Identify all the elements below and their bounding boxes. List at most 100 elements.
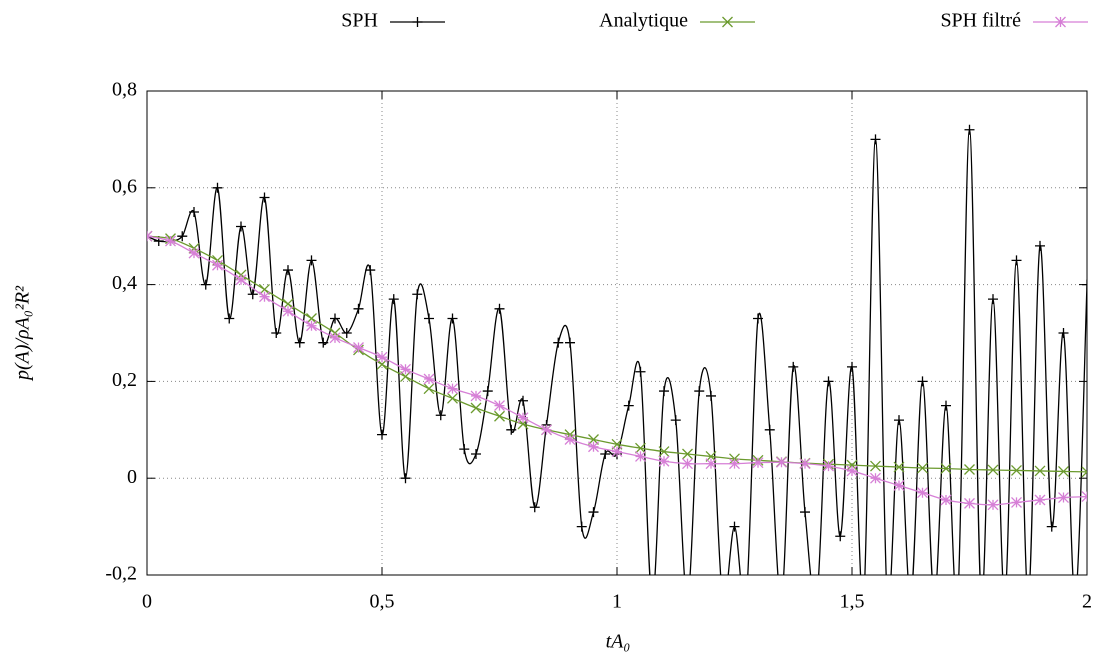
marker xyxy=(917,376,928,387)
marker xyxy=(400,363,411,375)
marker xyxy=(565,337,575,348)
y-tick-label: 0,2 xyxy=(112,369,137,391)
marker xyxy=(188,247,200,259)
marker xyxy=(482,386,493,397)
x-axis-label: tA₀ xyxy=(606,631,631,653)
marker xyxy=(800,507,810,518)
marker xyxy=(388,294,399,305)
marker xyxy=(752,457,764,469)
y-tick-label: 0,6 xyxy=(112,175,137,197)
marker xyxy=(1011,496,1022,508)
marker xyxy=(835,531,846,542)
marker xyxy=(1055,16,1066,28)
marker xyxy=(870,134,881,145)
marker xyxy=(341,328,352,338)
marker xyxy=(635,442,646,454)
marker xyxy=(988,294,998,305)
marker xyxy=(953,594,963,604)
marker xyxy=(447,392,458,404)
marker xyxy=(459,444,470,455)
marker xyxy=(259,192,270,203)
marker xyxy=(846,465,858,477)
marker xyxy=(823,376,834,387)
marker xyxy=(705,458,717,470)
marker xyxy=(1034,465,1046,477)
marker xyxy=(365,265,376,276)
marker xyxy=(283,265,293,276)
marker xyxy=(729,521,740,532)
marker xyxy=(247,289,258,300)
marker xyxy=(987,499,999,511)
marker xyxy=(588,507,599,518)
marker xyxy=(1058,328,1069,338)
x-tick-label: 2 xyxy=(1082,591,1092,613)
marker xyxy=(741,594,751,604)
marker xyxy=(694,386,705,397)
marker xyxy=(1058,492,1069,504)
marker xyxy=(447,313,458,324)
marker xyxy=(1035,240,1045,251)
marker xyxy=(294,337,305,348)
marker xyxy=(224,313,235,324)
marker xyxy=(165,235,176,247)
y-tick-label: -0,2 xyxy=(105,563,137,585)
marker xyxy=(812,594,822,604)
marker xyxy=(1070,594,1080,604)
plot-frame xyxy=(146,90,1088,576)
marker xyxy=(683,594,693,604)
marker xyxy=(1081,466,1087,478)
marker xyxy=(306,320,317,332)
marker xyxy=(893,480,905,491)
marker xyxy=(964,497,975,509)
marker xyxy=(718,594,728,604)
marker xyxy=(412,289,423,300)
marker xyxy=(1011,255,1022,266)
y-tick-label: 0,4 xyxy=(112,272,137,294)
marker xyxy=(635,450,646,462)
marker xyxy=(976,594,986,604)
marker xyxy=(940,463,952,474)
marker xyxy=(1034,494,1046,506)
marker xyxy=(1046,521,1057,532)
marker xyxy=(212,259,223,271)
marker xyxy=(635,366,646,377)
marker xyxy=(306,255,317,266)
marker xyxy=(189,207,199,217)
marker xyxy=(1011,464,1022,476)
marker xyxy=(611,446,623,458)
marker xyxy=(658,446,670,458)
marker xyxy=(588,441,599,453)
marker xyxy=(682,448,693,460)
marker xyxy=(940,494,952,506)
marker xyxy=(423,373,435,385)
x-tick-label: 1 xyxy=(612,591,622,613)
marker xyxy=(564,434,576,445)
marker xyxy=(353,342,364,353)
y-tick-label: 0,8 xyxy=(112,79,137,101)
marker xyxy=(470,390,482,402)
marker xyxy=(576,521,587,532)
marker xyxy=(200,279,211,290)
marker xyxy=(494,410,505,422)
marker xyxy=(987,464,999,476)
marker xyxy=(212,182,223,193)
marker xyxy=(729,458,740,470)
marker xyxy=(777,594,787,604)
marker xyxy=(517,412,529,424)
marker xyxy=(329,332,341,344)
plot-area xyxy=(147,124,1087,604)
marker xyxy=(506,424,517,435)
marker xyxy=(1082,279,1087,290)
marker xyxy=(870,460,881,472)
marker xyxy=(1058,465,1069,477)
marker xyxy=(147,230,153,242)
marker xyxy=(623,400,634,411)
marker xyxy=(400,473,411,484)
marker xyxy=(893,461,905,473)
legend-label: SPH filtré xyxy=(940,10,1021,32)
marker xyxy=(1023,594,1033,604)
marker xyxy=(670,415,681,426)
marker xyxy=(235,274,247,286)
marker xyxy=(447,383,458,395)
marker xyxy=(330,313,340,324)
